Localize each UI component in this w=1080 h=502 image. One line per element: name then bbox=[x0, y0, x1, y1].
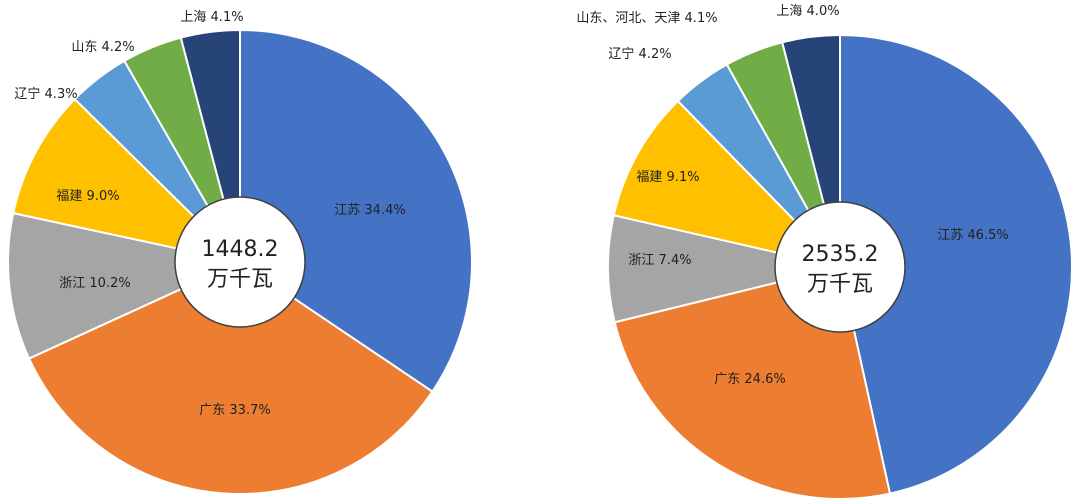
slice-label-0-0: 江苏 34.4% bbox=[334, 202, 405, 218]
slice-label-1-4: 辽宁 4.2% bbox=[608, 46, 671, 62]
pie-slice-1-2 bbox=[607, 214, 841, 324]
pie-slice-0-2 bbox=[7, 211, 244, 360]
slice-label-0-2: 浙江 10.2% bbox=[59, 276, 130, 291]
slice-label-0-4: 辽宁 4.3% bbox=[14, 86, 77, 102]
slice-label-0-1: 广东 33.7% bbox=[199, 403, 270, 418]
center-label-line-1: 万千瓦 bbox=[207, 267, 273, 292]
slice-label-0-6: 上海 4.1% bbox=[180, 10, 243, 25]
pie-slice-0-0 bbox=[239, 28, 473, 393]
pie-chart-right: 2535.2 万千瓦 江苏 46.5% 广东 24.6% 浙江 7.4% 福建 9.1% 辽… bbox=[576, 4, 1074, 500]
pie-slice-0-1 bbox=[27, 260, 434, 495]
slice-label-1-1: 广东 24.6% bbox=[714, 372, 785, 387]
slice-label-0-5: 山东 4.2% bbox=[71, 40, 134, 55]
center-label-line-0: 2535.2 bbox=[802, 242, 879, 267]
pie-slice-0-3 bbox=[12, 97, 244, 264]
center-circle bbox=[174, 196, 306, 328]
center-label-line-0: 1448.2 bbox=[202, 237, 279, 262]
slice-label-1-5: 山东、河北、天津 4.1% bbox=[576, 11, 717, 26]
slice-label-1-6: 上海 4.0% bbox=[776, 4, 839, 19]
pie-slice-1-3 bbox=[612, 99, 844, 269]
center-label-line-1: 万千瓦 bbox=[807, 272, 873, 297]
slice-label-1-0: 江苏 46.5% bbox=[937, 227, 1008, 243]
slice-label-0-3: 福建 9.0% bbox=[56, 189, 119, 204]
pie-slice-1-0 bbox=[839, 33, 1074, 495]
slice-label-1-3: 福建 9.1% bbox=[636, 170, 699, 185]
center-circle bbox=[774, 201, 906, 333]
slice-label-1-2: 浙江 7.4% bbox=[628, 253, 691, 268]
pie-chart-left: 1448.2 万千瓦 江苏 34.4% 广东 33.7% 浙江 10.2% 福建 9.0%… bbox=[7, 10, 473, 495]
